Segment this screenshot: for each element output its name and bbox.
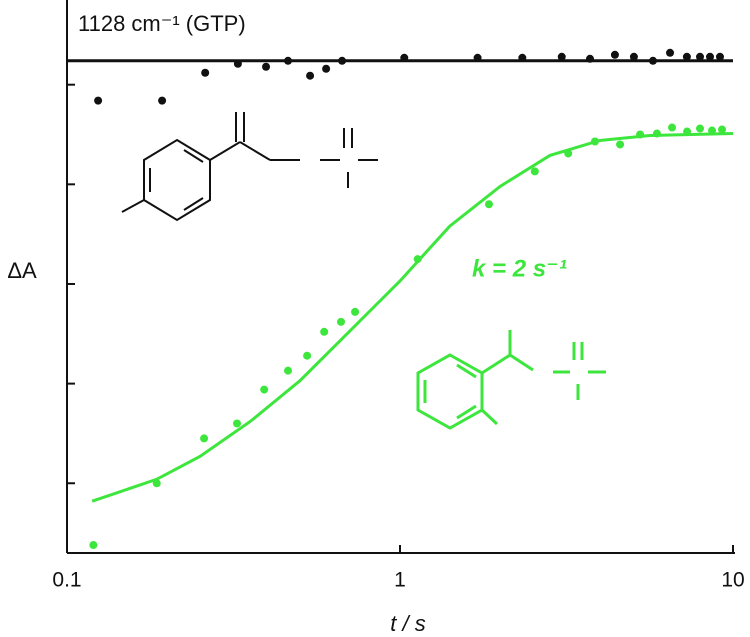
data-point xyxy=(260,385,269,394)
data-point xyxy=(682,52,691,61)
annotation: k = 2 s⁻¹ xyxy=(472,255,567,282)
data-point xyxy=(200,434,209,443)
data-point xyxy=(303,351,312,360)
x-axis-label: t / s xyxy=(390,611,425,636)
data-point xyxy=(696,124,705,133)
data-point xyxy=(629,52,638,61)
data-point xyxy=(668,123,677,132)
data-point xyxy=(320,327,329,336)
data-point xyxy=(616,140,625,149)
x-tick-label: 10 xyxy=(721,569,744,592)
data-point xyxy=(262,62,271,71)
data-point xyxy=(89,541,98,550)
line xyxy=(91,132,734,503)
data-point xyxy=(718,125,727,134)
data-point xyxy=(666,48,675,57)
data-point xyxy=(322,64,331,73)
data-point xyxy=(557,52,566,61)
data-point xyxy=(158,96,167,105)
data-point xyxy=(201,68,210,77)
data-point xyxy=(284,366,293,375)
data-point xyxy=(336,317,345,326)
structure-caged xyxy=(416,330,606,430)
data-point xyxy=(306,71,315,80)
data-point xyxy=(484,200,493,209)
data-point xyxy=(530,167,539,176)
data-point xyxy=(94,96,103,105)
structure-gtp xyxy=(121,112,378,222)
data-point xyxy=(610,50,619,59)
data-point xyxy=(715,52,724,61)
data-point xyxy=(351,307,360,316)
data-point xyxy=(706,52,715,61)
y-axis-label: ΔA xyxy=(7,258,37,283)
annotation: 1128 cm⁻¹ (GTP) xyxy=(78,11,246,36)
x-tick-label: 0.1 xyxy=(52,569,81,592)
data-point xyxy=(233,419,242,428)
x-tick-label: 1 xyxy=(394,569,406,592)
data-point xyxy=(696,52,705,61)
